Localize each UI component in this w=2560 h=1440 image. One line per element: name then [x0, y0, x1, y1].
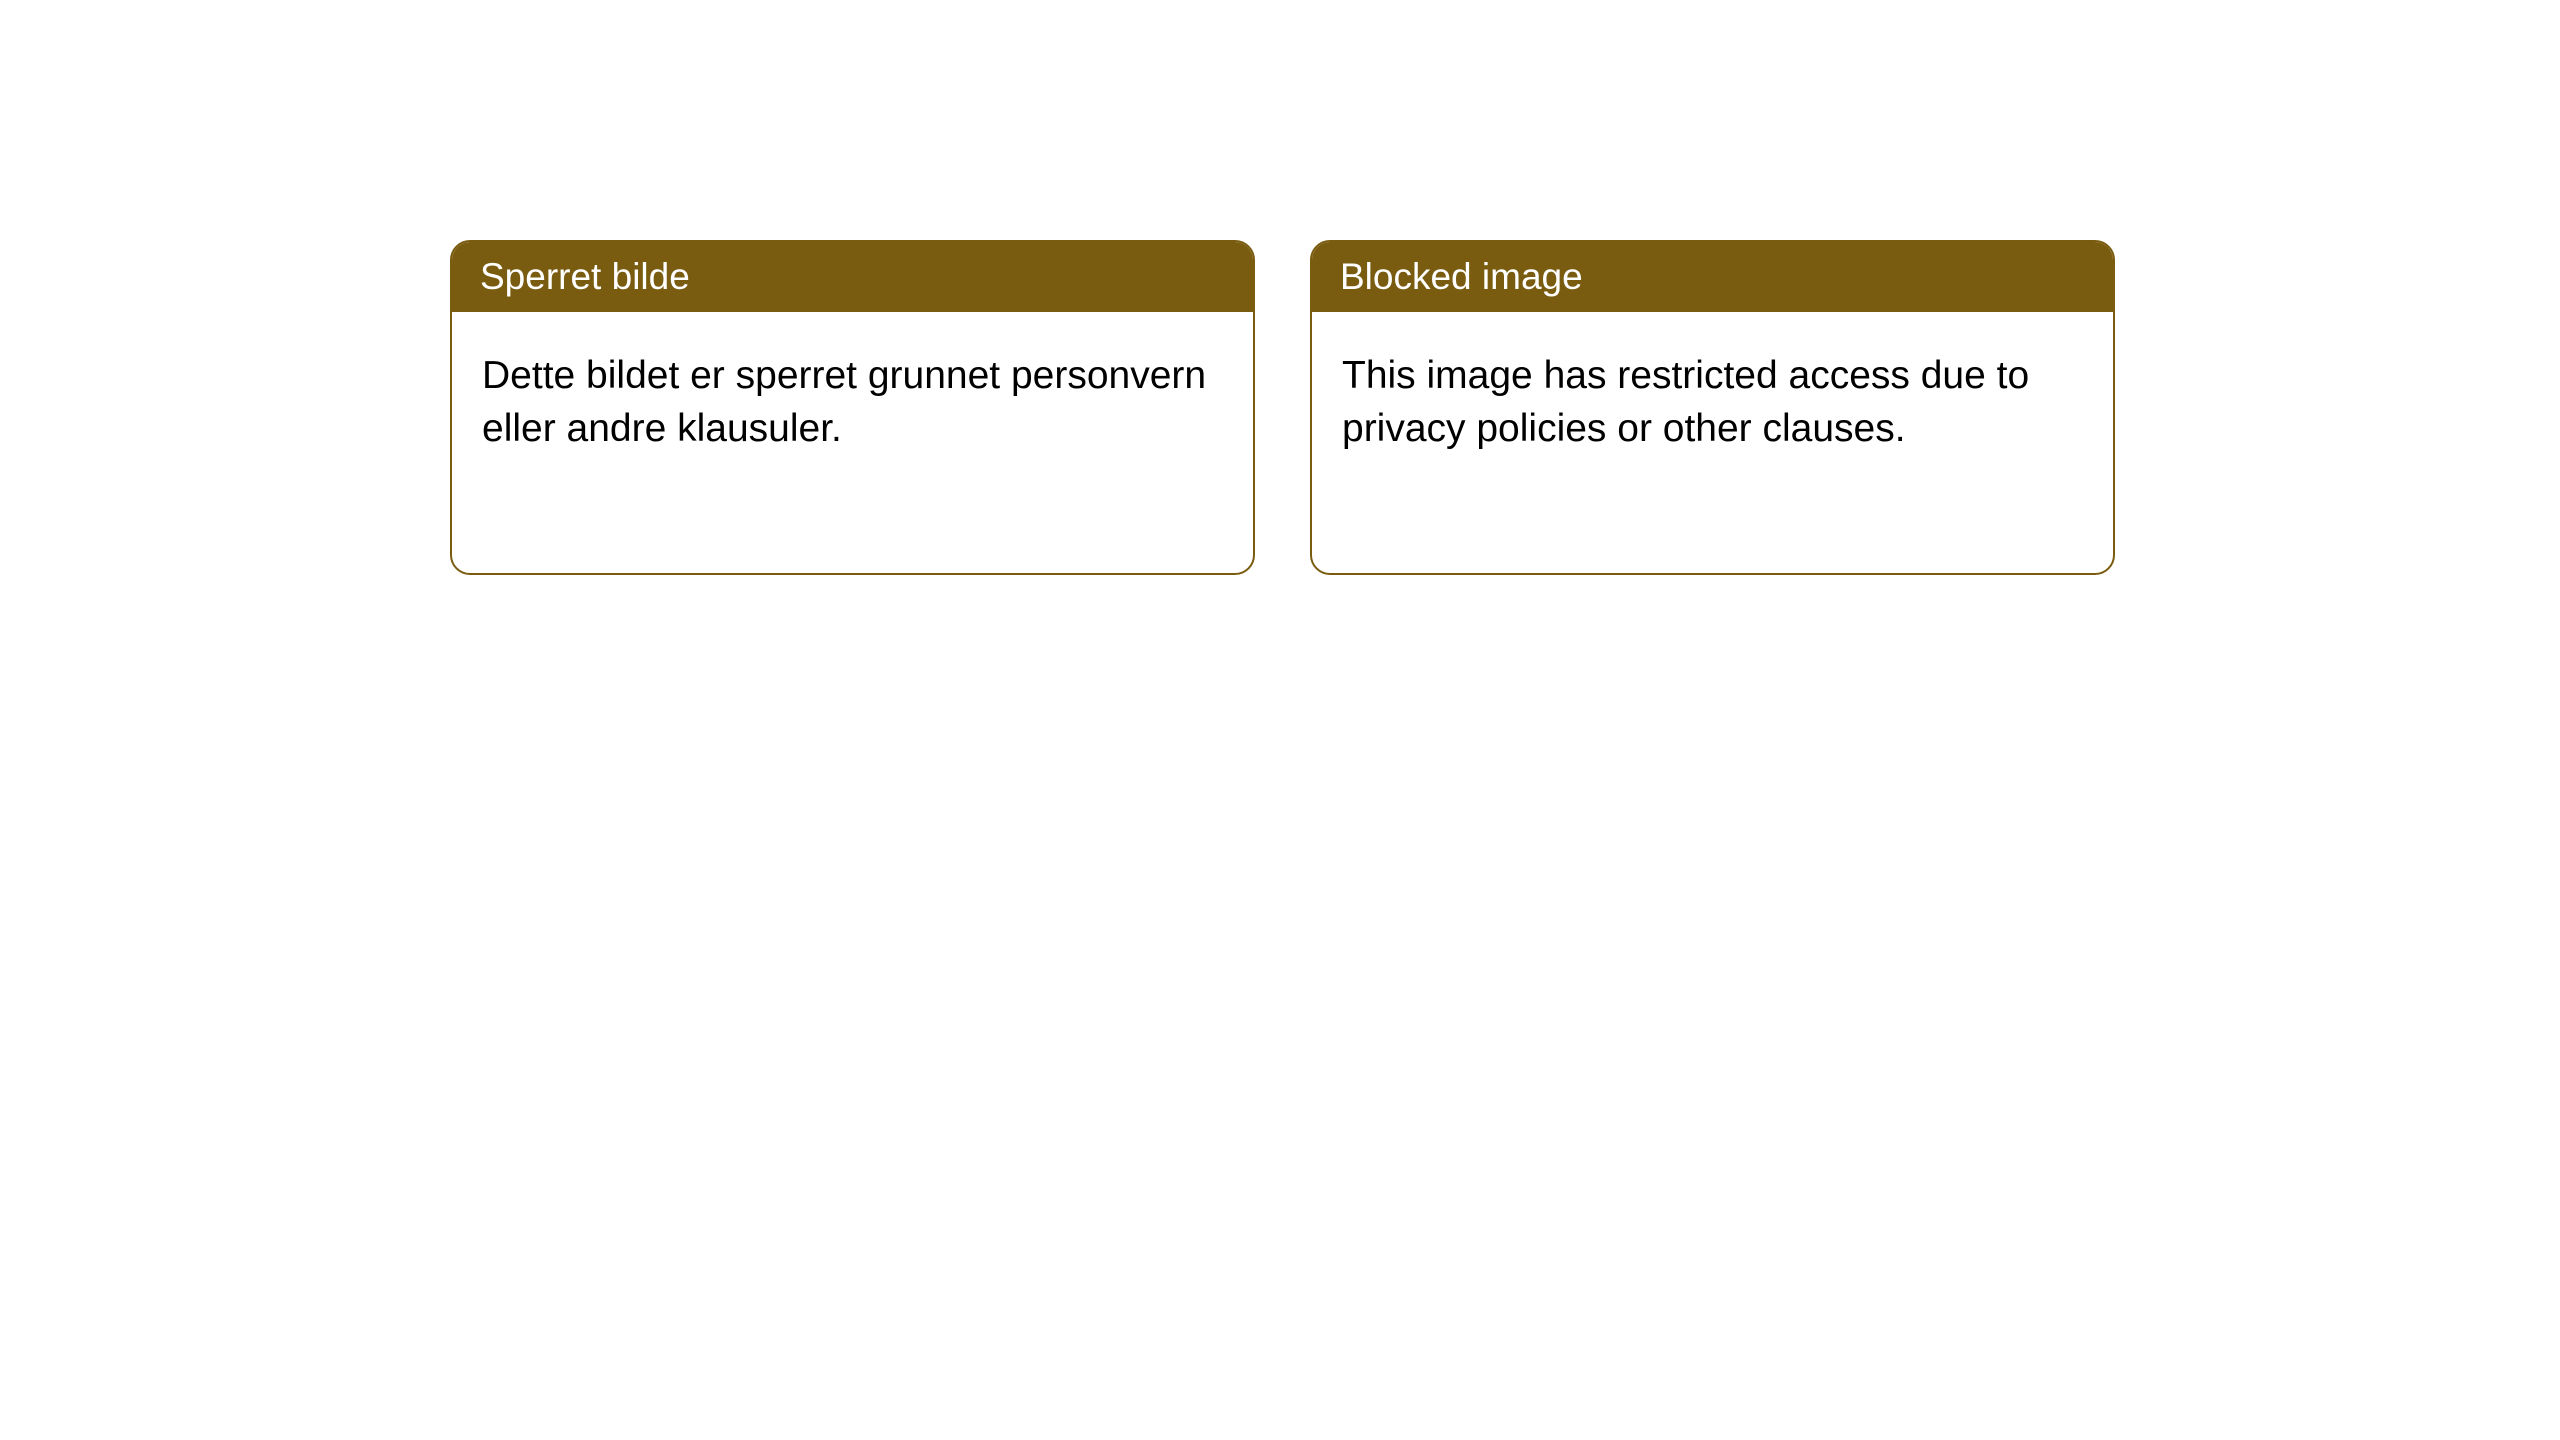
blocked-image-card-english: Blocked image This image has restricted …: [1310, 240, 2115, 575]
card-message-english: This image has restricted access due to …: [1342, 354, 2029, 450]
card-body-norwegian: Dette bildet er sperret grunnet personve…: [452, 312, 1253, 493]
card-header-english: Blocked image: [1312, 242, 2113, 312]
card-body-english: This image has restricted access due to …: [1312, 312, 2113, 493]
card-title-norwegian: Sperret bilde: [480, 256, 690, 297]
notice-container: Sperret bilde Dette bildet er sperret gr…: [450, 240, 2115, 575]
card-message-norwegian: Dette bildet er sperret grunnet personve…: [482, 354, 1206, 450]
card-header-norwegian: Sperret bilde: [452, 242, 1253, 312]
card-title-english: Blocked image: [1340, 256, 1583, 297]
blocked-image-card-norwegian: Sperret bilde Dette bildet er sperret gr…: [450, 240, 1255, 575]
